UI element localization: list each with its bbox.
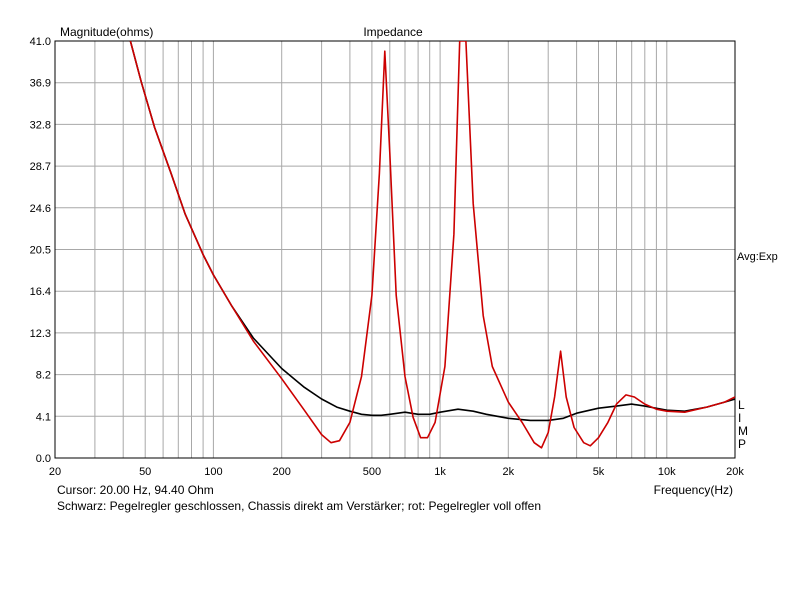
avg-exp-label: Avg:Exp xyxy=(737,251,778,263)
y-tick-labels: 0.0 4.1 8.2 12.3 16.4 20.5 24.6 28.7 32.8 36.9 41.… xyxy=(30,36,51,465)
plot-frame xyxy=(54,40,736,459)
x-tick-label: 10k xyxy=(658,466,676,478)
y-axis-label: Magnitude(ohms) xyxy=(60,25,153,39)
horizontal-grid xyxy=(55,82,735,417)
y-tick-label: 16.4 xyxy=(30,286,51,298)
x-tick-label: 200 xyxy=(273,466,291,478)
right-marker: M xyxy=(738,424,748,438)
x-tick-label: 2k xyxy=(502,466,514,478)
y-tick-label: 28.7 xyxy=(30,161,51,173)
x-tick-label: 20k xyxy=(726,466,744,478)
cursor-readout: Cursor: 20.00 Hz, 94.40 Ohm xyxy=(57,483,214,497)
x-tick-label: 5k xyxy=(593,466,605,478)
y-tick-label: 41.0 xyxy=(30,36,51,48)
x-tick-label: 20 xyxy=(49,466,61,478)
y-tick-label: 12.3 xyxy=(30,328,51,340)
right-marker: L xyxy=(738,398,745,412)
x-tick-label: 500 xyxy=(363,466,381,478)
series-group xyxy=(129,41,735,449)
x-tick-label: 1k xyxy=(434,466,446,478)
legend-caption: Schwarz: Pegelregler geschlossen, Chassi… xyxy=(57,499,541,513)
series-line-red xyxy=(129,41,735,449)
y-tick-label: 4.1 xyxy=(36,411,51,423)
x-axis-label: Frequency(Hz) xyxy=(654,483,733,497)
chart-title: Impedance xyxy=(363,25,423,39)
right-marker: I xyxy=(738,411,741,425)
y-tick-label: 36.9 xyxy=(30,78,51,90)
y-tick-label: 20.5 xyxy=(30,245,51,257)
x-tick-label: 50 xyxy=(139,466,151,478)
y-tick-label: 32.8 xyxy=(30,119,51,131)
y-tick-label: 0.0 xyxy=(36,453,51,465)
x-tick-labels: 20 50 100 200 500 1k 2k 5k 10k 20k xyxy=(49,466,744,478)
right-marker: P xyxy=(738,437,746,451)
y-tick-label: 24.6 xyxy=(30,203,51,215)
x-tick-label: 100 xyxy=(204,466,222,478)
y-tick-label: 8.2 xyxy=(36,370,51,382)
